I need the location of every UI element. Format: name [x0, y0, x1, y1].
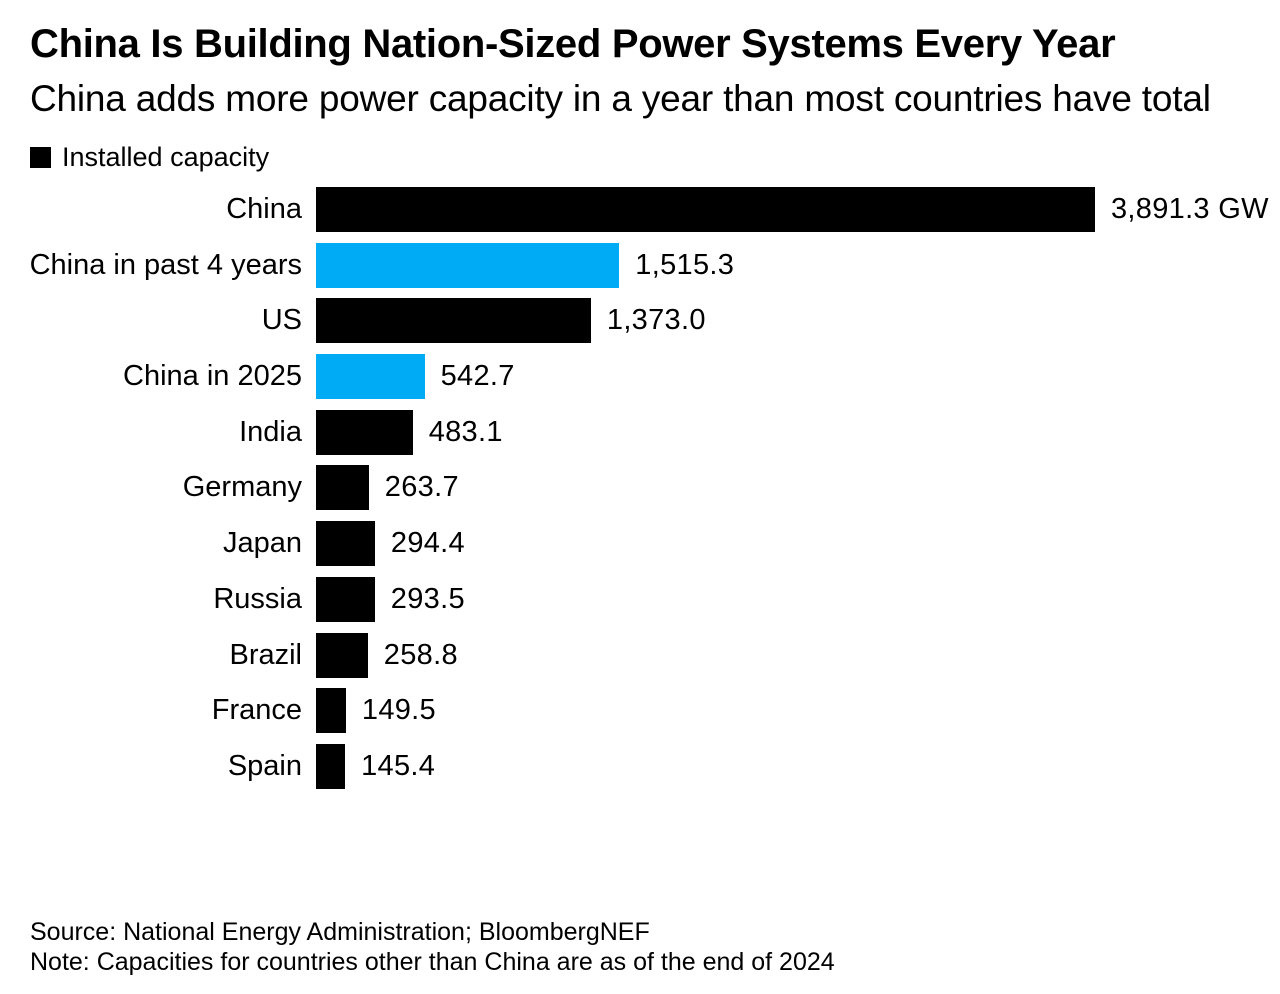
bar [316, 576, 375, 622]
note-line: Note: Capacities for countries other tha… [30, 948, 835, 976]
bar-row: Russia 293.5 [0, 576, 1280, 622]
bar [316, 242, 620, 288]
bar-value: 258.8 [383, 638, 458, 671]
bar-value: 1,373.0 [606, 304, 706, 337]
bar-label: Russia [213, 582, 302, 615]
bar-row: France 149.5 [0, 688, 1280, 734]
bar-label: India [239, 415, 302, 448]
bar-chart: China 3,891.3 GW China in past 4 years 1,51… [0, 187, 1280, 800]
bar-value: 483.1 [428, 415, 503, 448]
legend: Installed capacity [30, 142, 269, 173]
bar-value: 3,891.3 GW [1111, 193, 1269, 225]
bar-label: US [261, 304, 302, 337]
bar-row: China in 2025 542.7 [0, 354, 1280, 400]
bar-row: India 483.1 [0, 409, 1280, 455]
bar-row: China 3,891.3 GW [0, 187, 1280, 232]
chart-title: China Is Building Nation-Sized Power Sys… [30, 22, 1116, 66]
bar [316, 409, 413, 455]
legend-swatch-icon [30, 147, 51, 168]
bar-row: China in past 4 years 1,515.3 [0, 242, 1280, 288]
bar [316, 521, 375, 567]
bar-row: Brazil 258.8 [0, 632, 1280, 678]
bar-value: 293.5 [390, 582, 465, 615]
bar-label: Spain [227, 749, 302, 782]
bar [316, 187, 1095, 232]
bar [316, 354, 425, 400]
bar-value: 1,515.3 [635, 248, 735, 281]
bar-label: China in 2025 [123, 360, 302, 393]
bar-value: 263.7 [384, 471, 459, 504]
bar-value: 149.5 [361, 694, 436, 727]
bar-label: China in past 4 years [29, 248, 302, 281]
bar-label: France [211, 694, 302, 727]
bar-value: 145.4 [361, 749, 436, 782]
chart-subtitle: China adds more power capacity in a year… [30, 78, 1211, 119]
bar-row: US 1,373.0 [0, 298, 1280, 344]
legend-label: Installed capacity [62, 142, 270, 172]
bar [316, 632, 368, 678]
bar [316, 743, 346, 789]
bar-label: Japan [222, 527, 302, 560]
chart-footer: Source: National Energy Administration; … [30, 917, 835, 977]
bar-row: Japan 294.4 [0, 521, 1280, 567]
bar-value: 542.7 [440, 360, 515, 393]
bar [316, 465, 369, 511]
bar-value: 294.4 [390, 527, 465, 560]
bar-row: Spain 145.4 [0, 743, 1280, 789]
bar-label: China [226, 193, 302, 225]
bar-row: Germany 263.7 [0, 465, 1280, 511]
bar [316, 298, 591, 344]
bar [316, 688, 346, 734]
bar-label: Brazil [229, 638, 302, 671]
bar-label: Germany [182, 471, 302, 504]
source-line: Source: National Energy Administration; … [30, 918, 650, 946]
